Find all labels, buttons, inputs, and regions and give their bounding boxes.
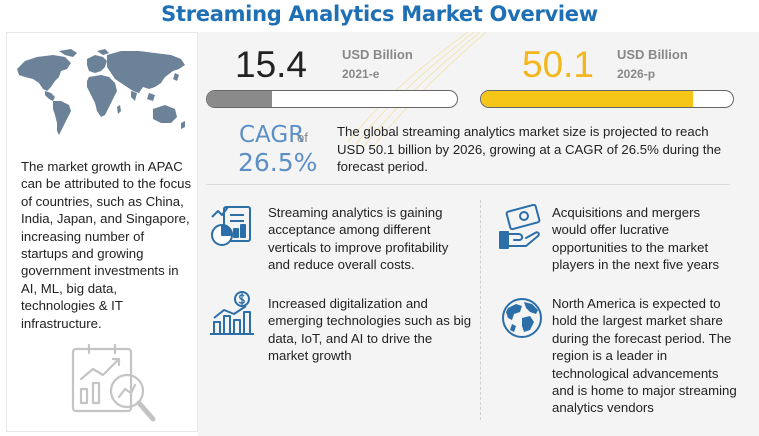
decorative-swoosh <box>347 32 487 149</box>
stat-bar-2026 <box>480 90 734 108</box>
stat-bar-fill-2021 <box>207 91 272 107</box>
cagr-of-label: of <box>297 130 308 145</box>
dollar-bar-chart-icon <box>210 291 254 335</box>
left-panel: The market growth in APAC can be attribu… <box>6 32 198 432</box>
stat-bar-fill-2026 <box>481 91 693 107</box>
fact-digitalization: Increased digitalization and emerging te… <box>268 296 472 364</box>
cagr-value: 26.5% <box>238 148 318 177</box>
stat-value-2021: 15.4 <box>235 44 308 85</box>
analytics-report-icon <box>211 206 251 246</box>
money-hand-icon <box>499 204 541 249</box>
cagr-label: CAGR <box>239 122 305 148</box>
stat-year-2021: 2021-e <box>342 67 380 81</box>
stat-bar-2021 <box>206 90 458 108</box>
stat-value-2026: 50.1 <box>522 44 595 85</box>
fact-streaming-acceptance: Streaming analytics is gaining acceptanc… <box>268 205 449 273</box>
fact-north-america: North America is expected to hold the la… <box>552 296 737 416</box>
fact-acquisitions: Acquisitions and mergers would offer luc… <box>552 205 720 273</box>
stat-year-2026: 2026-p <box>617 67 656 81</box>
section-divider <box>206 184 730 185</box>
column-divider <box>480 200 481 420</box>
page-title: Streaming Analytics Market Overview <box>161 2 598 26</box>
globe-icon <box>502 298 542 338</box>
growth-chart-magnifier-icon <box>71 343 156 422</box>
market-description: The global streaming analytics market si… <box>337 124 722 175</box>
stat-unit-2026: USD Billion <box>617 47 688 62</box>
stat-unit-2021: USD Billion <box>342 47 413 62</box>
apac-growth-text: The market growth in APAC can be attribu… <box>21 159 192 331</box>
world-map-icon <box>17 49 185 135</box>
